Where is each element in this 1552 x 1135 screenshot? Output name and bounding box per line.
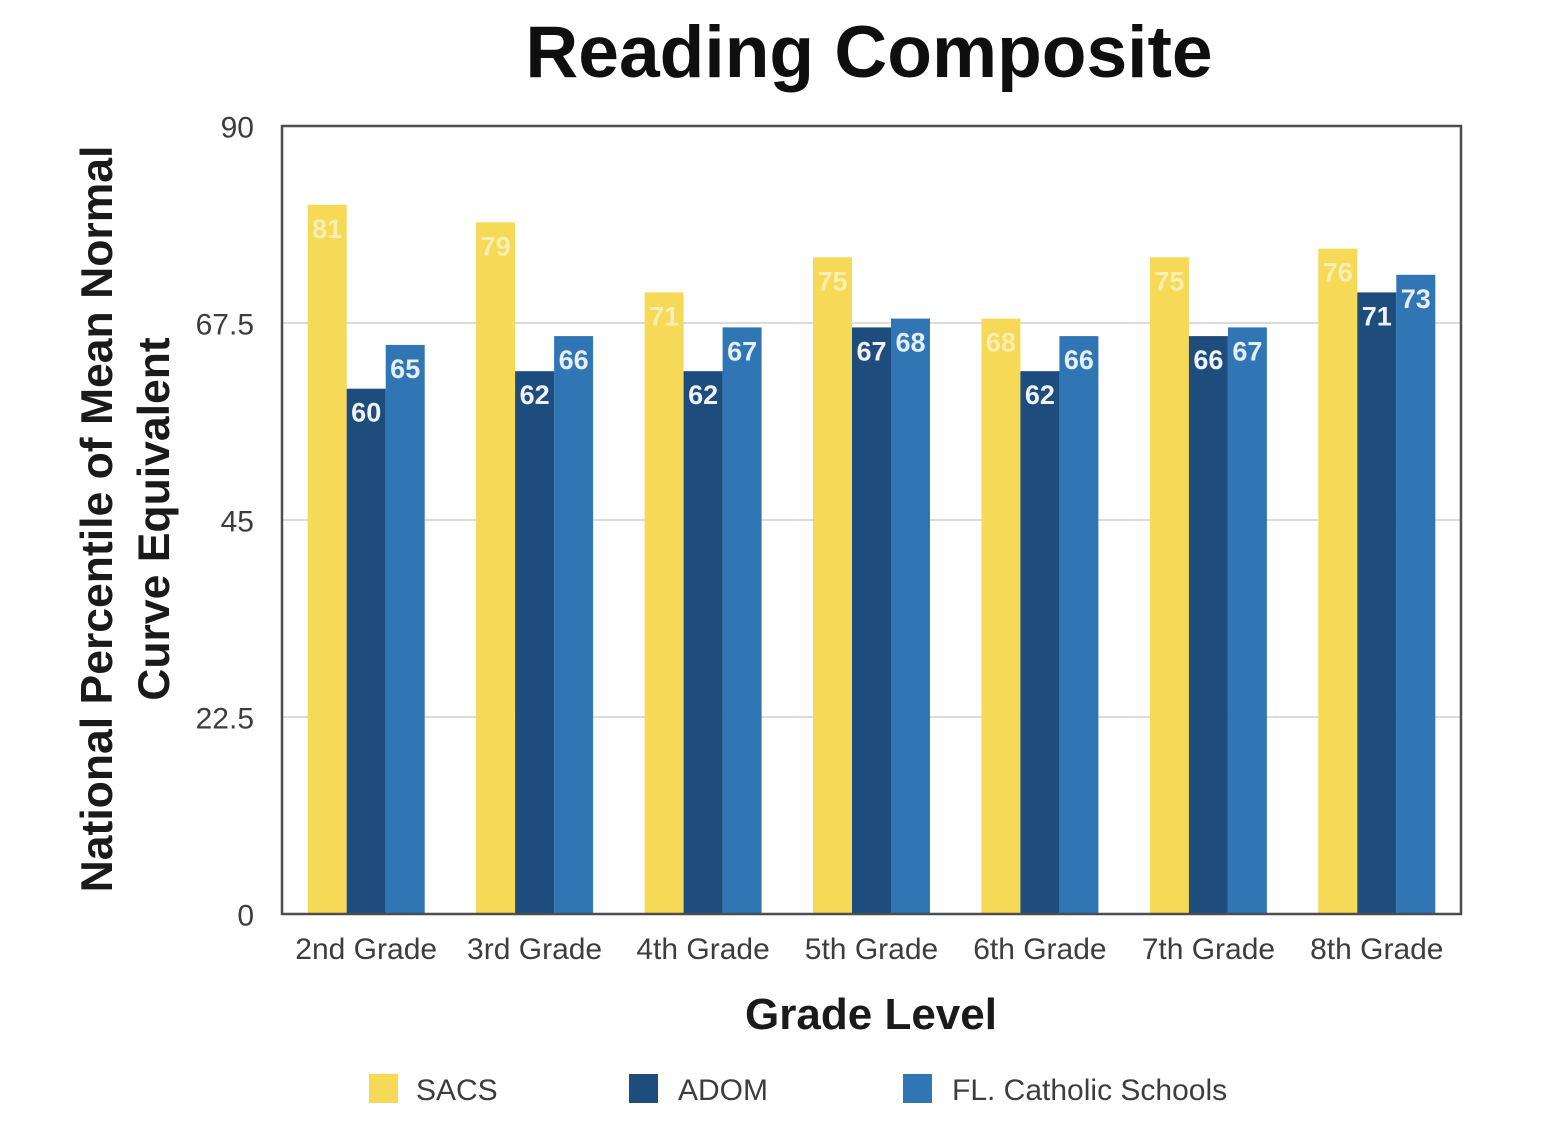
svg-text:76: 76 [1323,258,1353,288]
svg-text:National Percentile of Mean No: National Percentile of Mean Normal [73,146,122,893]
svg-text:75: 75 [1154,266,1184,296]
svg-text:71: 71 [649,301,679,331]
svg-text:73: 73 [1401,284,1431,314]
svg-text:3rd Grade: 3rd Grade [467,933,602,966]
svg-text:ADOM: ADOM [678,1074,768,1107]
svg-text:75: 75 [817,266,847,296]
svg-text:90: 90 [221,112,254,145]
svg-text:79: 79 [481,231,511,261]
svg-text:67: 67 [1232,336,1262,366]
svg-text:67.5: 67.5 [196,309,254,342]
svg-text:62: 62 [688,380,718,410]
svg-text:65: 65 [390,354,420,384]
svg-text:FL. Catholic Schools: FL. Catholic Schools [952,1074,1227,1107]
svg-text:Curve Equivalent: Curve Equivalent [130,337,179,701]
svg-text:Reading Composite: Reading Composite [525,11,1212,93]
svg-text:6th Grade: 6th Grade [973,933,1106,966]
svg-text:22.5: 22.5 [196,703,254,736]
svg-text:66: 66 [1064,345,1094,375]
svg-text:7th Grade: 7th Grade [1142,933,1275,966]
svg-text:81: 81 [312,214,342,244]
svg-text:62: 62 [520,380,550,410]
svg-text:68: 68 [986,328,1016,358]
svg-text:66: 66 [559,345,589,375]
svg-text:71: 71 [1362,301,1392,331]
svg-text:8th Grade: 8th Grade [1310,933,1443,966]
svg-text:67: 67 [856,336,886,366]
svg-text:66: 66 [1193,345,1223,375]
svg-text:5th Grade: 5th Grade [805,933,938,966]
svg-text:62: 62 [1025,380,1055,410]
svg-text:SACS: SACS [416,1074,498,1107]
svg-text:2nd Grade: 2nd Grade [295,933,437,966]
svg-text:45: 45 [221,506,254,539]
svg-text:67: 67 [727,336,757,366]
svg-text:0: 0 [237,900,254,933]
svg-text:Grade Level: Grade Level [745,990,997,1039]
svg-text:4th Grade: 4th Grade [636,933,769,966]
svg-text:68: 68 [895,328,925,358]
svg-text:60: 60 [351,398,381,428]
